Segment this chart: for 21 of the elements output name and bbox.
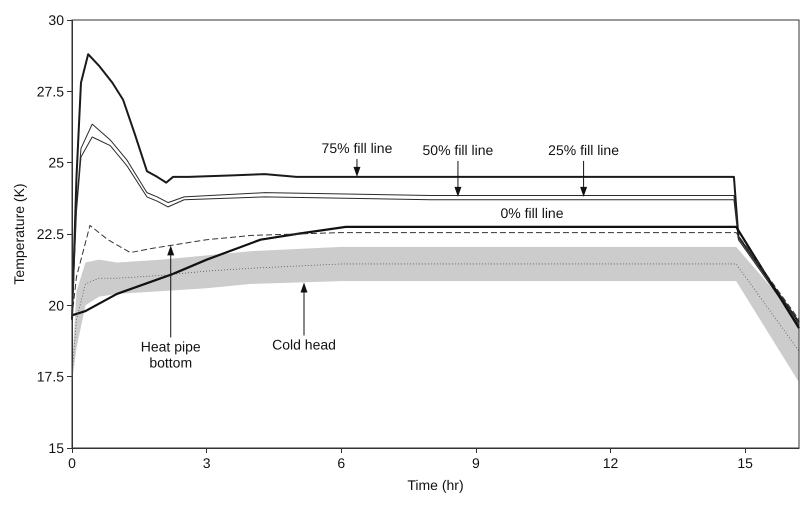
x-tick-label: 0	[68, 455, 76, 471]
y-tick-label: 30	[48, 12, 64, 28]
annotation: 25% fill line	[548, 142, 620, 158]
annotation: Cold head	[272, 336, 336, 353]
x-axis-title: Time (hr)	[407, 477, 464, 493]
annotation: Heat pipe bottom	[140, 338, 201, 370]
y-tick-label: 27.5	[36, 83, 64, 100]
annotation: 50% fill line	[422, 142, 494, 158]
annotation: 75% fill line	[322, 140, 393, 156]
y-axis-title: Temperature (K)	[10, 183, 27, 285]
y-tick-label: 17.5	[36, 368, 64, 385]
y-tick-label: 15	[48, 440, 64, 456]
annotation: 0% fill line	[500, 204, 564, 221]
y-tick-label: 20	[48, 297, 64, 314]
y-tick-label: 22.5	[36, 226, 64, 242]
x-tick-label: 9	[472, 455, 480, 471]
y-tick-label: 25	[48, 154, 64, 171]
x-tick-label: 12	[602, 455, 619, 471]
x-tick-label: 15	[737, 455, 754, 471]
x-tick-label: 6	[337, 455, 346, 471]
x-tick-label: 3	[202, 455, 211, 471]
